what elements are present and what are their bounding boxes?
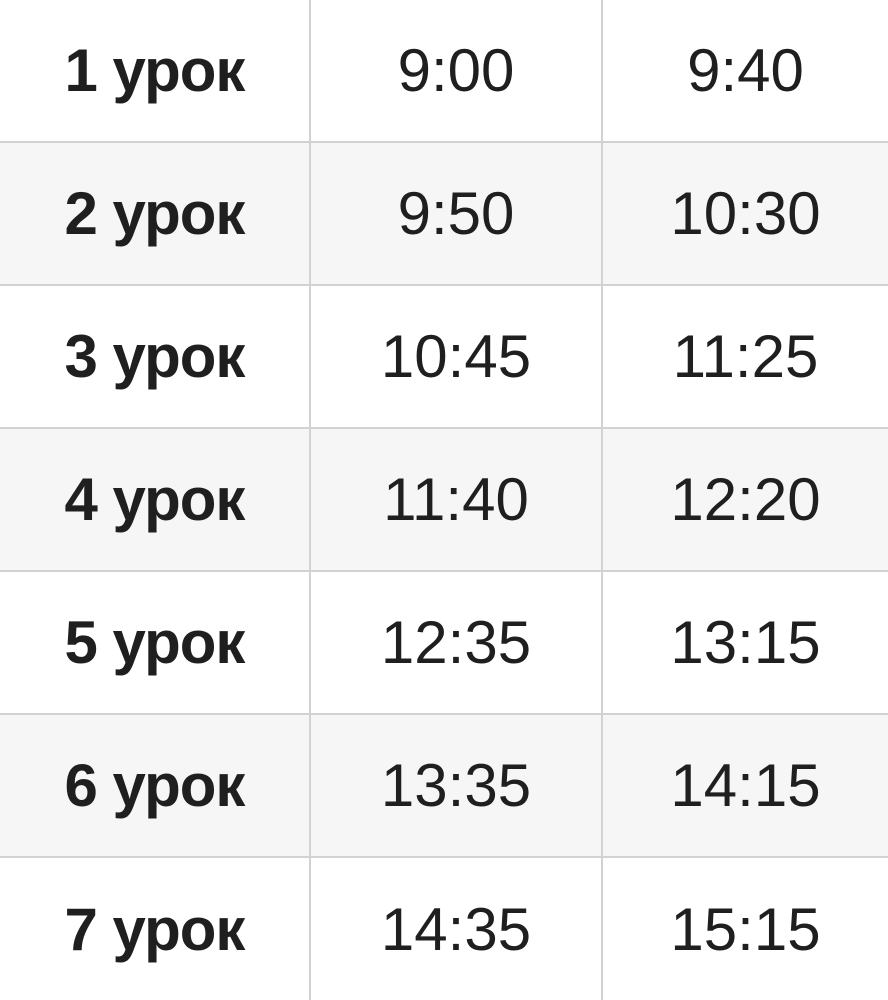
table-row: 3 урок 10:45 11:25 — [0, 284, 888, 429]
lesson-start-time: 11:40 — [309, 427, 603, 572]
lesson-number-cell: 5 урок — [0, 570, 311, 715]
lesson-start-time: 12:35 — [309, 570, 603, 715]
table-row: 5 урок 12:35 13:15 — [0, 570, 888, 715]
table-row: 7 урок 14:35 15:15 — [0, 856, 888, 1000]
lesson-end-time: 15:15 — [601, 856, 888, 1000]
lesson-number-cell: 6 урок — [0, 713, 311, 858]
lesson-start-time: 9:50 — [309, 141, 603, 286]
lesson-number-cell: 7 урок — [0, 856, 311, 1000]
lesson-number-cell: 3 урок — [0, 284, 311, 429]
lesson-end-time: 12:20 — [601, 427, 888, 572]
lesson-number-cell: 2 урок — [0, 141, 311, 286]
table-row: 4 урок 11:40 12:20 — [0, 427, 888, 572]
lesson-end-time: 9:40 — [601, 0, 888, 143]
lesson-end-time: 13:15 — [601, 570, 888, 715]
lesson-start-time: 14:35 — [309, 856, 603, 1000]
table-row: 2 урок 9:50 10:30 — [0, 141, 888, 286]
table-row: 1 урок 9:00 9:40 — [0, 0, 888, 143]
lesson-start-time: 13:35 — [309, 713, 603, 858]
lesson-end-time: 11:25 — [601, 284, 888, 429]
lesson-start-time: 9:00 — [309, 0, 603, 143]
lesson-number-cell: 1 урок — [0, 0, 311, 143]
lesson-end-time: 10:30 — [601, 141, 888, 286]
lesson-start-time: 10:45 — [309, 284, 603, 429]
lesson-number-cell: 4 урок — [0, 427, 311, 572]
table-row: 6 урок 13:35 14:15 — [0, 713, 888, 858]
lesson-end-time: 14:15 — [601, 713, 888, 858]
